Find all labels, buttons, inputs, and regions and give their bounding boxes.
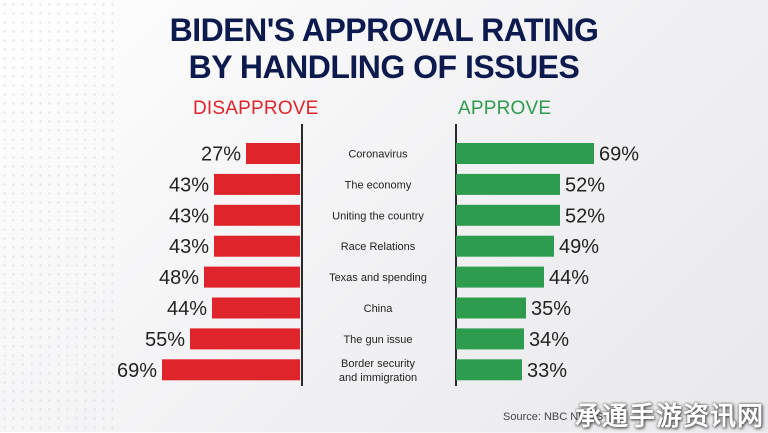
disapprove-value-label: 69%: [117, 360, 157, 382]
category-label: Coronavirus: [348, 149, 408, 161]
approve-value-label: 33%: [527, 360, 567, 382]
disapprove-value-label: 43%: [169, 174, 209, 196]
disapprove-bar: [162, 359, 300, 381]
approve-bar: [456, 266, 544, 288]
disapprove-bar: [190, 328, 300, 350]
disapprove-value-label: 43%: [169, 205, 209, 227]
category-label: Race Relations: [341, 241, 416, 253]
dot-pattern-decoration: [0, 0, 120, 432]
source-note: Source: NBC NEWS: [503, 411, 604, 423]
approve-value-label: 35%: [531, 298, 571, 320]
disapprove-bar: [246, 143, 300, 164]
disapprove-value-label: 48%: [159, 267, 199, 289]
approve-bar: [456, 359, 522, 381]
disapprove-bar: [212, 297, 300, 319]
disapprove-bar: [214, 204, 300, 226]
disapprove-axis-line: [301, 124, 303, 386]
approve-value-label: 34%: [529, 329, 569, 351]
approve-bar: [456, 204, 560, 226]
category-label: Border security and immigration: [339, 358, 417, 384]
approve-bar: [456, 297, 526, 319]
approve-value-label: 44%: [549, 267, 589, 289]
disapprove-bar: [204, 266, 300, 288]
chart-title-line2: BY HANDLING OF ISSUES: [188, 49, 580, 85]
approve-bar: [456, 173, 560, 195]
category-label: The gun issue: [343, 334, 412, 346]
chart-title-line1: BIDEN'S APPROVAL RATING: [169, 12, 599, 48]
category-label: China: [364, 303, 394, 315]
category-label: Uniting the country: [332, 210, 424, 222]
disapprove-bar: [214, 235, 300, 257]
category-label: The economy: [345, 179, 412, 191]
watermark-text: 承通手游资讯网: [575, 401, 765, 431]
disapprove-header: DISAPPROVE: [193, 98, 319, 119]
approve-value-label: 52%: [565, 205, 605, 227]
approve-bar: [456, 143, 594, 164]
category-label: Texas and spending: [329, 272, 427, 284]
disapprove-value-label: 44%: [167, 298, 207, 320]
approve-value-label: 49%: [559, 236, 599, 258]
disapprove-value-label: 55%: [145, 329, 185, 351]
disapprove-bar: [214, 173, 300, 195]
disapprove-value-label: 43%: [169, 236, 209, 258]
approve-value-label: 52%: [565, 174, 605, 196]
approve-value-label: 69%: [599, 144, 639, 166]
approve-bar: [456, 328, 524, 350]
disapprove-value-label: 27%: [201, 144, 241, 166]
approve-axis-line: [455, 124, 457, 386]
approve-bar: [456, 235, 554, 257]
approve-header: APPROVE: [458, 98, 552, 119]
